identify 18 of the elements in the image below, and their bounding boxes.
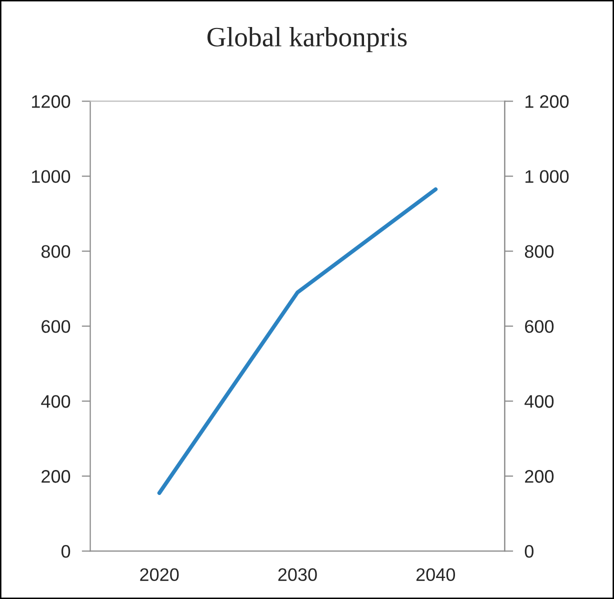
y-tick-label: 400 (41, 395, 70, 408)
y-tick-label: 0 (61, 545, 70, 558)
y-tick-label: 1000 (32, 170, 70, 183)
y-tick-label: 200 (42, 470, 70, 483)
y2-tick-label: 400 (524, 395, 554, 408)
y2-tick-label: 200 (525, 470, 554, 483)
x-tick-label: 2020 (140, 568, 179, 582)
y2-tick-label: 600 (525, 320, 554, 333)
y2-tick-label: 0 (524, 545, 534, 558)
y-tick-label: 600 (42, 320, 70, 333)
y-tick-label: 800 (41, 245, 70, 258)
y-tick-label: 1200 (32, 95, 70, 108)
x-tick-label: 2040 (416, 568, 456, 582)
x-tick-label: 2030 (278, 568, 317, 582)
y2-tick-label: 1 000 (526, 170, 569, 183)
y2-tick-label: 1 200 (526, 95, 569, 108)
chart-title: Global karbonpris (207, 26, 407, 52)
y2-tick-label: 800 (524, 245, 554, 258)
